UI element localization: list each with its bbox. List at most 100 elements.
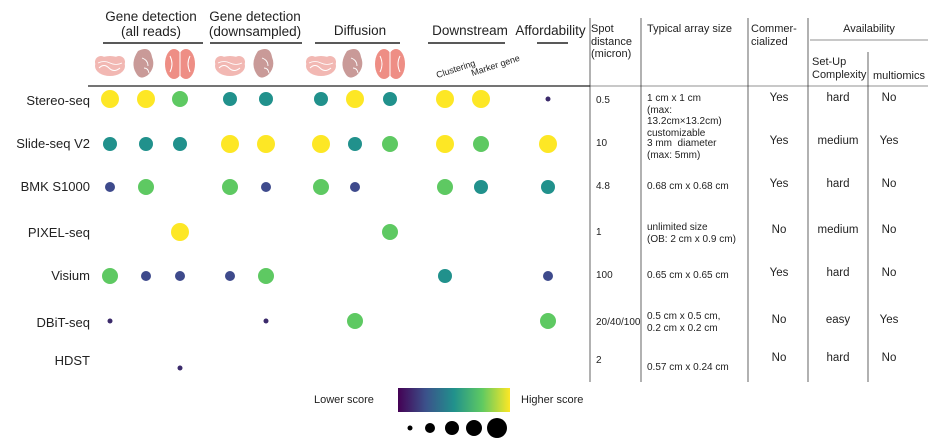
- score-dot: [472, 90, 490, 108]
- header-availability: Availability: [843, 23, 895, 35]
- brain-top-icon: [215, 56, 245, 76]
- score-dot: [141, 271, 151, 281]
- setup-complexity-value: hard: [826, 92, 850, 104]
- score-dot: [347, 313, 363, 329]
- array-size-value: 0.65 cm x 0.65 cm: [647, 270, 729, 281]
- score-dot: [261, 182, 271, 192]
- score-dot: [137, 90, 155, 108]
- method-label: HDST: [54, 353, 90, 368]
- score-dot: [259, 92, 273, 106]
- score-dot: [540, 313, 556, 329]
- score-dot: [436, 135, 454, 153]
- commercialized-value: Yes: [769, 92, 789, 104]
- score-dot: [313, 179, 329, 195]
- group-downstream: Downstream: [432, 23, 508, 38]
- commercialized-value: No: [771, 224, 787, 236]
- header-setup-complexity: Set-Up Complexity: [812, 56, 867, 81]
- header-array-size: Typical array size: [647, 23, 732, 35]
- multiomics-value: Yes: [879, 314, 899, 326]
- score-dot: [138, 179, 154, 195]
- score-dot: [382, 224, 398, 240]
- method-label: DBiT-seq: [36, 315, 90, 330]
- score-dot: [474, 180, 488, 194]
- setup-complexity-value: hard: [826, 178, 850, 190]
- setup-complexity-value: medium: [817, 135, 859, 147]
- header-multiomics: multiomics: [873, 70, 925, 82]
- brain-side-icon: [133, 49, 154, 78]
- legend-size-dot: [425, 423, 435, 433]
- legend-lower-score: Lower score: [314, 394, 374, 406]
- score-dot: [438, 269, 452, 283]
- score-dot: [346, 90, 364, 108]
- score-dot: [222, 179, 238, 195]
- commercialized-value: Yes: [769, 135, 789, 147]
- brain-top-icon: [306, 56, 336, 76]
- score-dot: [171, 223, 189, 241]
- score-dot: [473, 136, 489, 152]
- header-commercialized: Commer- cialized: [751, 23, 797, 48]
- score-dot: [263, 318, 269, 324]
- commercialized-value: No: [771, 352, 787, 364]
- score-dot: [350, 182, 360, 192]
- array-size-value: unlimited size (OB: 2 cm x 0.9 cm): [647, 222, 736, 245]
- brain-section-icon: [375, 49, 405, 79]
- setup-complexity-value: hard: [826, 352, 850, 364]
- brain-side-icon: [342, 49, 363, 78]
- score-dot: [102, 268, 118, 284]
- spot-distance-value: 20/40/100: [596, 317, 641, 328]
- multiomics-value: No: [881, 224, 897, 236]
- header-spot-distance: Spot distance (micron): [591, 23, 632, 60]
- score-dot: [437, 179, 453, 195]
- legend-size-dot: [466, 420, 482, 436]
- score-dot: [257, 135, 275, 153]
- spot-distance-value: 10: [596, 138, 608, 149]
- spot-distance-value: 2: [596, 355, 602, 366]
- score-dot: [223, 92, 237, 106]
- score-dot: [221, 135, 239, 153]
- method-label: Stereo-seq: [26, 93, 90, 108]
- spot-distance-value: 1: [596, 227, 602, 238]
- group-affordability: Affordability: [515, 23, 586, 38]
- brain-top-icon: [95, 56, 125, 76]
- score-dot: [258, 268, 274, 284]
- score-dot: [177, 365, 183, 371]
- method-label: Slide-seq V2: [16, 136, 90, 151]
- multiomics-value: No: [881, 267, 897, 279]
- multiomics-value: Yes: [879, 135, 899, 147]
- spot-distance-value: 100: [596, 270, 613, 281]
- method-label: BMK S1000: [20, 179, 90, 194]
- legend-size-dot: [487, 418, 507, 438]
- score-dot: [225, 271, 235, 281]
- legend-higher-score: Higher score: [521, 394, 584, 406]
- brain-side-icon: [253, 49, 274, 78]
- array-size-value: 0.57 cm x 0.24 cm: [647, 362, 729, 373]
- score-dot: [105, 182, 115, 192]
- spot-distance-value: 0.5: [596, 95, 610, 106]
- array-size-value: 0.5 cm x 0.5 cm, 0.2 cm x 0.2 cm: [647, 311, 721, 334]
- score-dot: [545, 96, 551, 102]
- score-dot: [175, 271, 185, 281]
- multiomics-value: No: [881, 352, 897, 364]
- score-dot: [139, 137, 153, 151]
- score-dot: [172, 91, 188, 107]
- legend-color-bar: [398, 388, 510, 412]
- setup-complexity-value: medium: [817, 224, 859, 236]
- score-dot: [382, 136, 398, 152]
- setup-complexity-value: easy: [825, 314, 851, 326]
- score-dot: [348, 137, 362, 151]
- multiomics-value: No: [881, 178, 897, 190]
- array-size-value: 3 mm diameter (max: 5mm): [647, 138, 717, 161]
- score-dot: [543, 271, 553, 281]
- brain-section-icon: [165, 49, 195, 79]
- group-gene-detection-all: Gene detection (all reads): [105, 9, 197, 39]
- spot-distance-value: 4.8: [596, 181, 610, 192]
- commercialized-value: Yes: [769, 267, 789, 279]
- score-dot: [312, 135, 330, 153]
- method-label: PIXEL-seq: [27, 225, 90, 240]
- score-dot: [383, 92, 397, 106]
- method-label: Visium: [51, 268, 90, 283]
- legend-size-dot: [407, 425, 413, 431]
- score-dot: [314, 92, 328, 106]
